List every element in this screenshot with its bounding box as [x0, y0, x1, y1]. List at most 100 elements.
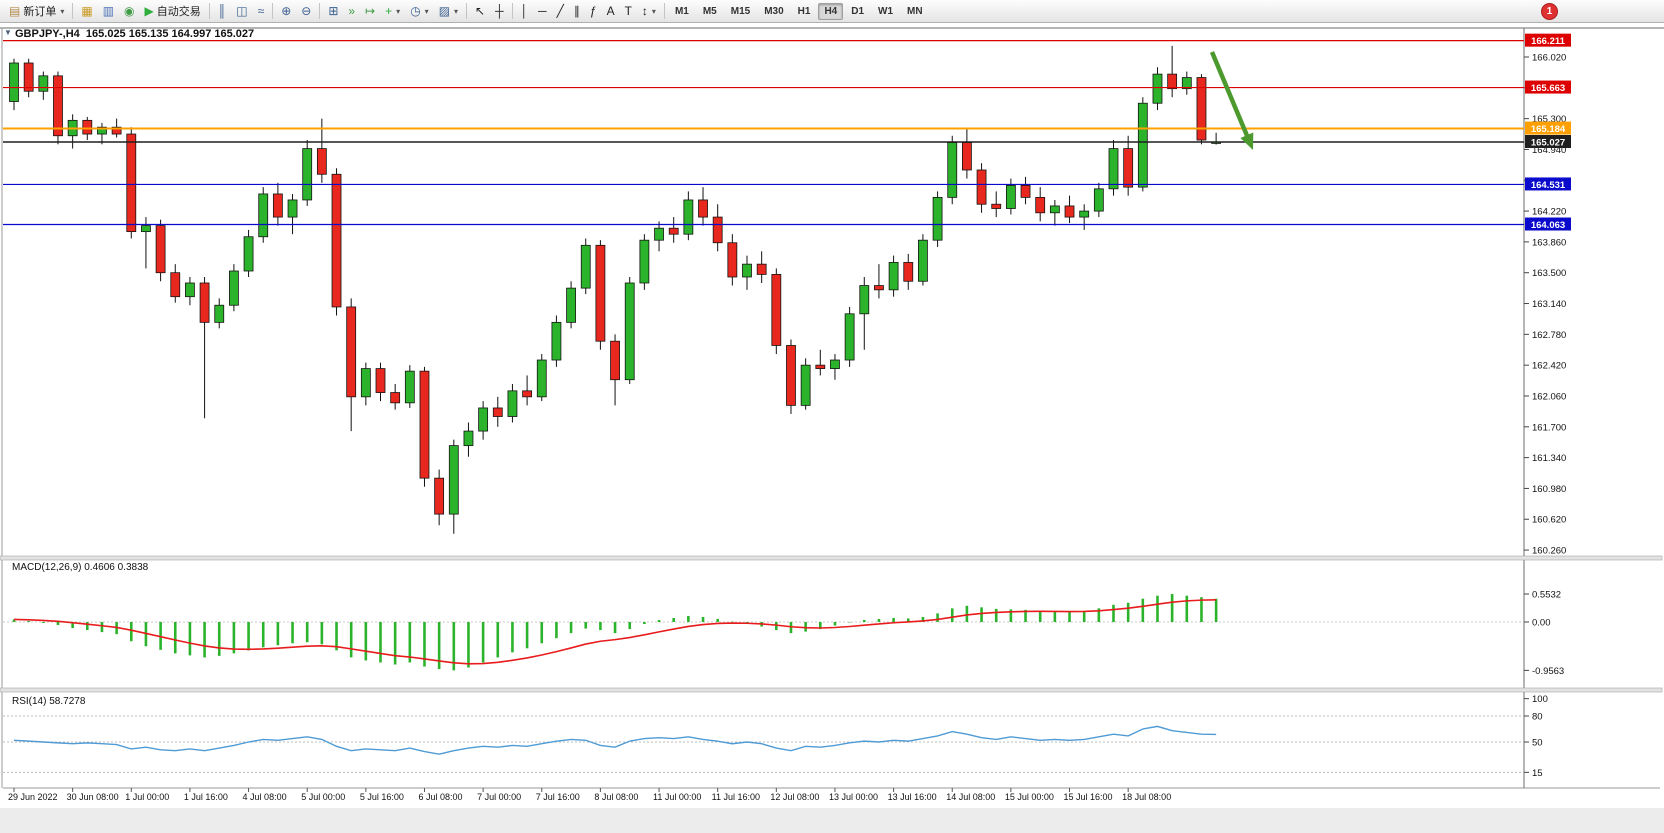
candlestick[interactable]	[1049, 205, 1060, 214]
candlestick[interactable]	[727, 242, 738, 278]
candlestick[interactable]	[214, 304, 225, 323]
candlestick[interactable]	[815, 364, 826, 369]
candlestick[interactable]	[331, 173, 342, 308]
timeframe-m5-button[interactable]: M5	[702, 5, 717, 17]
timeframe-mn-button[interactable]: MN	[907, 5, 923, 17]
zoom-out-button[interactable]: ⊖	[296, 1, 316, 22]
candlestick[interactable]	[1108, 148, 1119, 190]
profiles-button[interactable]: ▦	[76, 1, 97, 22]
candlestick[interactable]	[82, 119, 93, 135]
candlestick[interactable]	[53, 75, 63, 137]
candlestick[interactable]	[419, 370, 430, 479]
candlestick[interactable]	[580, 244, 591, 289]
candlestick[interactable]	[463, 430, 474, 447]
candlestick[interactable]	[976, 169, 987, 205]
candlestick[interactable]	[962, 142, 972, 171]
candlestick[interactable]	[536, 359, 547, 398]
candlestick[interactable]	[478, 407, 489, 432]
candlestick[interactable]	[126, 133, 137, 233]
fibonacci-button[interactable]: ƒ	[585, 1, 602, 22]
macd-panel-separator[interactable]	[0, 555, 1663, 561]
candlestick[interactable]	[932, 196, 943, 241]
candlestick[interactable]	[390, 392, 401, 404]
candlestick[interactable]	[683, 199, 694, 235]
timeframe-h1-button[interactable]: H1	[797, 5, 811, 17]
candlestick[interactable]	[404, 370, 415, 404]
candlestick[interactable]	[507, 390, 518, 417]
candlestick[interactable]	[1196, 77, 1207, 141]
candlestick[interactable]	[624, 282, 635, 381]
candlestick[interactable]	[360, 368, 371, 398]
label-button[interactable]: T	[620, 1, 637, 22]
candlestick[interactable]	[888, 262, 899, 291]
templates-button[interactable]: ▨ ▾	[434, 1, 463, 22]
candlestick[interactable]	[243, 236, 254, 272]
candlestick[interactable]	[771, 274, 782, 346]
candlestick[interactable]	[346, 306, 357, 398]
cursor-button[interactable]: ↖	[470, 1, 490, 22]
candlestick[interactable]	[228, 270, 239, 306]
candlestick[interactable]	[1167, 73, 1178, 90]
candlestick[interactable]	[1005, 184, 1016, 209]
timeframe-h4-button[interactable]: H4	[818, 2, 844, 20]
candlestick[interactable]	[185, 282, 195, 298]
candlestick[interactable]	[97, 126, 107, 135]
rsi-panel-separator[interactable]	[0, 687, 1663, 693]
candlestick[interactable]	[800, 364, 811, 406]
text-button[interactable]: A	[602, 1, 620, 22]
candlestick[interactable]	[1152, 73, 1163, 104]
notification-badge[interactable]: 1	[1541, 3, 1558, 20]
vertical-line-button[interactable]: │	[516, 1, 534, 22]
candlestick[interactable]	[698, 199, 708, 218]
candlestick[interactable]	[434, 477, 445, 515]
candlestick[interactable]	[23, 62, 34, 92]
candlestick[interactable]	[668, 227, 679, 235]
candlestick[interactable]	[1064, 205, 1075, 218]
candlestick[interactable]	[287, 199, 298, 218]
chart-shift-button[interactable]: ↦	[360, 1, 380, 22]
candlestick[interactable]	[991, 203, 1002, 209]
candlestick[interactable]	[316, 148, 327, 175]
one-click-trading-toggle[interactable]: ▼	[4, 28, 12, 37]
candlestick[interactable]	[199, 282, 210, 323]
candlestick[interactable]	[712, 216, 723, 244]
tile-windows-button[interactable]: ⊞	[323, 1, 343, 22]
candlestick-chart-button[interactable]: ◫	[231, 1, 252, 22]
horizontal-line-button[interactable]: ─	[533, 1, 552, 22]
candlestick[interactable]	[448, 445, 459, 515]
timeframe-w1-button[interactable]: W1	[878, 5, 894, 17]
candlestick[interactable]	[258, 193, 269, 238]
candlestick[interactable]	[918, 239, 928, 282]
candlestick[interactable]	[947, 142, 958, 198]
candlestick[interactable]	[1020, 184, 1031, 198]
candlestick[interactable]	[170, 272, 181, 298]
trendline-button[interactable]: ╱	[552, 1, 569, 22]
candlestick[interactable]	[610, 340, 620, 381]
arrows-button[interactable]: ↕ ▾	[637, 1, 661, 22]
candlestick[interactable]	[1079, 210, 1090, 218]
bar-chart-button[interactable]: ║	[213, 1, 232, 22]
candlestick[interactable]	[566, 287, 576, 323]
charts-button[interactable]: ▥	[98, 1, 119, 22]
candlestick[interactable]	[595, 244, 606, 342]
candlestick[interactable]	[38, 75, 49, 92]
candlestick[interactable]	[551, 321, 562, 361]
candlestick[interactable]	[1181, 77, 1192, 90]
candlestick[interactable]	[1093, 188, 1104, 212]
add-indicator-button[interactable]: + ▾	[380, 1, 405, 22]
candlestick[interactable]	[9, 62, 19, 102]
timeframe-m15-button[interactable]: M15	[730, 5, 751, 17]
line-chart-button[interactable]: ≈	[253, 1, 270, 22]
timeframe-d1-button[interactable]: D1	[851, 5, 865, 17]
trend-arrow-line[interactable]	[1209, 51, 1252, 142]
candlestick[interactable]	[859, 285, 870, 315]
candlestick[interactable]	[155, 225, 166, 274]
navigator-button[interactable]: ◉	[119, 1, 139, 22]
auto-scroll-button[interactable]: »	[343, 1, 360, 22]
candlestick[interactable]	[492, 407, 503, 417]
candlestick[interactable]	[141, 225, 151, 233]
candlestick[interactable]	[742, 263, 752, 278]
candlestick[interactable]	[1123, 148, 1134, 188]
autotrading-button[interactable]: ▶ 自动交易	[140, 1, 206, 22]
